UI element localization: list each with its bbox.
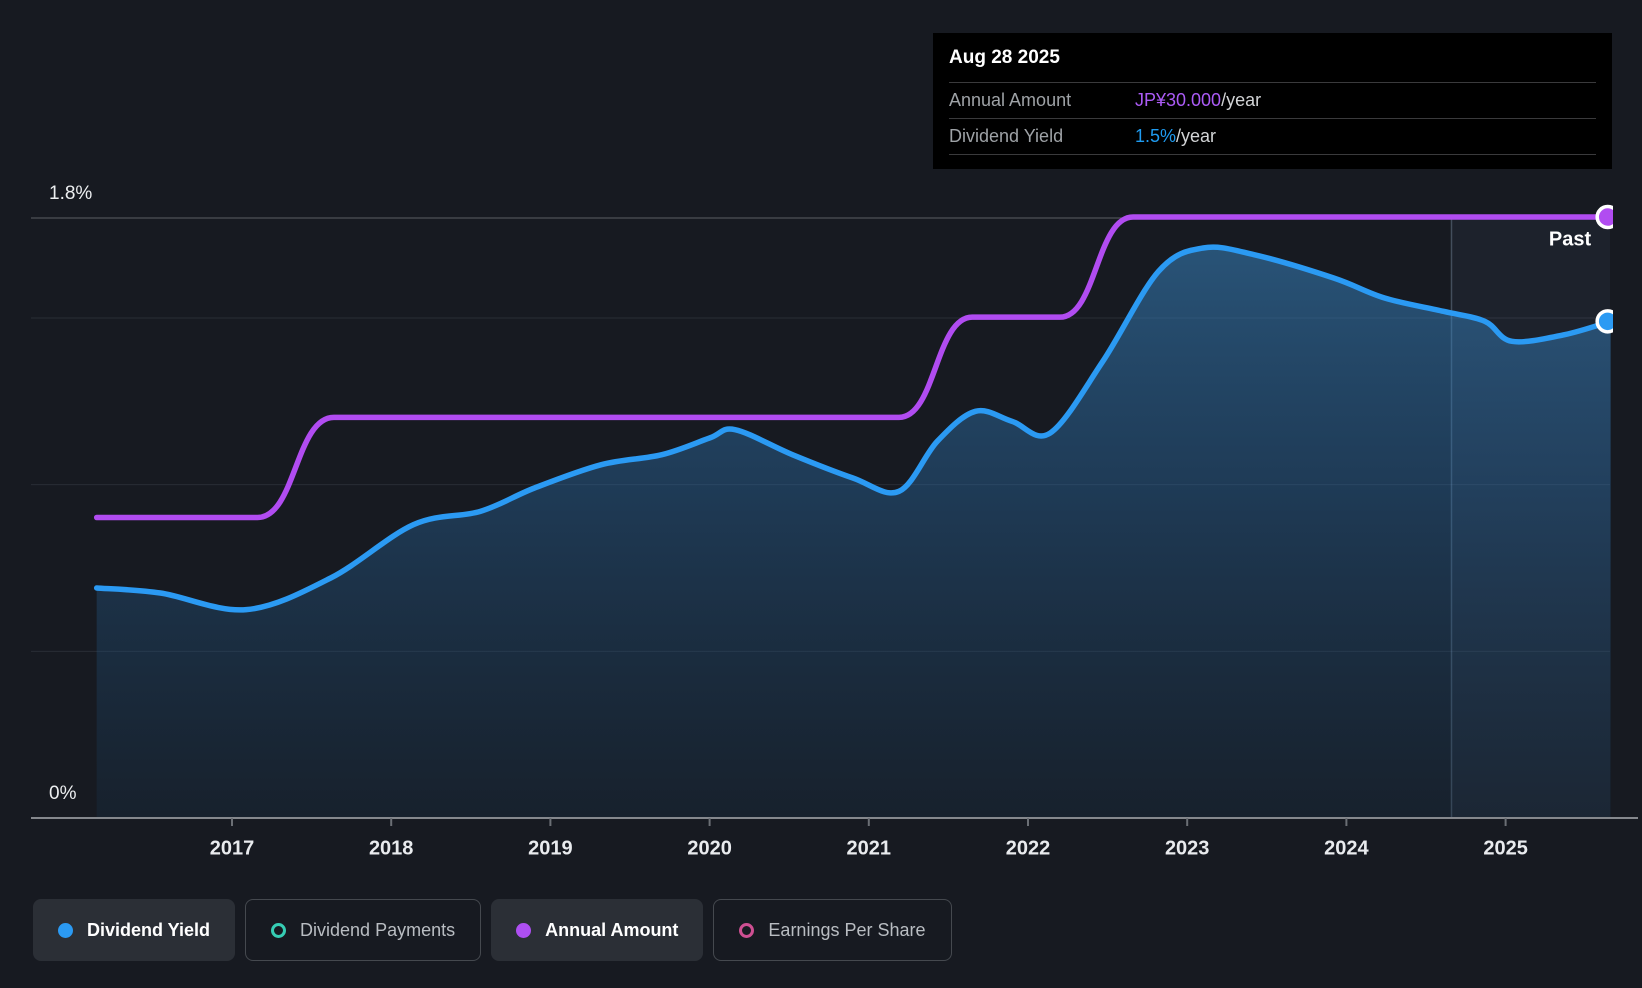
tooltip-label: Annual Amount <box>949 90 1072 110</box>
legend-item-dividend-yield[interactable]: Dividend Yield <box>33 899 236 961</box>
dividend-yield-dot-icon <box>58 922 73 938</box>
legend-item-earnings-per-share[interactable]: Earnings Per Share <box>713 899 952 961</box>
x-axis-label: 2022 <box>1006 838 1051 860</box>
dividend-payments-ring-icon <box>271 922 287 938</box>
tooltip-row-dividend-yield: Dividend Yield 1.5% /year <box>949 118 1596 154</box>
legend-label: Annual Amount <box>545 919 679 940</box>
chart-legend: Dividend Yield Dividend Payments Annual … <box>33 899 952 961</box>
annual-amount-end-marker <box>1595 204 1613 230</box>
x-axis-label: 2020 <box>687 838 732 860</box>
x-axis-label: 2021 <box>847 838 892 860</box>
legend-label: Dividend Payments <box>300 919 456 940</box>
dividend-yield-line <box>93 244 1613 613</box>
tooltip-suffix: /year <box>1176 126 1217 146</box>
x-axis-label: 2019 <box>528 838 573 860</box>
y-axis-min-label: 0% <box>49 783 77 804</box>
annual-amount-line <box>93 214 1613 521</box>
earnings-per-share-ring-icon <box>739 922 755 938</box>
y-axis-max-label: 1.8% <box>49 183 93 204</box>
tooltip-value-annual-amount: JP¥30.000 <box>1135 90 1222 110</box>
x-axis-label: 2023 <box>1165 838 1210 860</box>
tooltip-suffix: /year <box>1221 90 1262 110</box>
tooltip-row-annual-amount: Annual Amount JP¥30.000 /year <box>949 82 1596 118</box>
past-label: Past <box>1549 228 1592 250</box>
legend-label: Dividend Yield <box>87 919 211 940</box>
legend-item-dividend-payments[interactable]: Dividend Payments <box>245 899 482 961</box>
dividend-yield-end-marker <box>1595 309 1613 334</box>
dividend-yield-area <box>96 247 1611 818</box>
x-axis-label: 2025 <box>1483 838 1528 860</box>
x-axis-label: 2024 <box>1324 838 1369 860</box>
x-axis-label: 2018 <box>369 838 414 860</box>
annual-amount-dot-icon <box>516 922 532 938</box>
tooltip-value-dividend-yield: 1.5% <box>1135 126 1177 146</box>
tooltip-date: Aug 28 2025 <box>949 46 1060 68</box>
x-axis-label: 2017 <box>210 838 255 860</box>
legend-item-annual-amount[interactable]: Annual Amount <box>491 899 704 961</box>
chart-tooltip: Aug 28 2025 Annual Amount JP¥30.000 /yea… <box>933 33 1612 169</box>
legend-label: Earnings Per Share <box>768 919 926 940</box>
tooltip-label: Dividend Yield <box>949 126 1064 146</box>
